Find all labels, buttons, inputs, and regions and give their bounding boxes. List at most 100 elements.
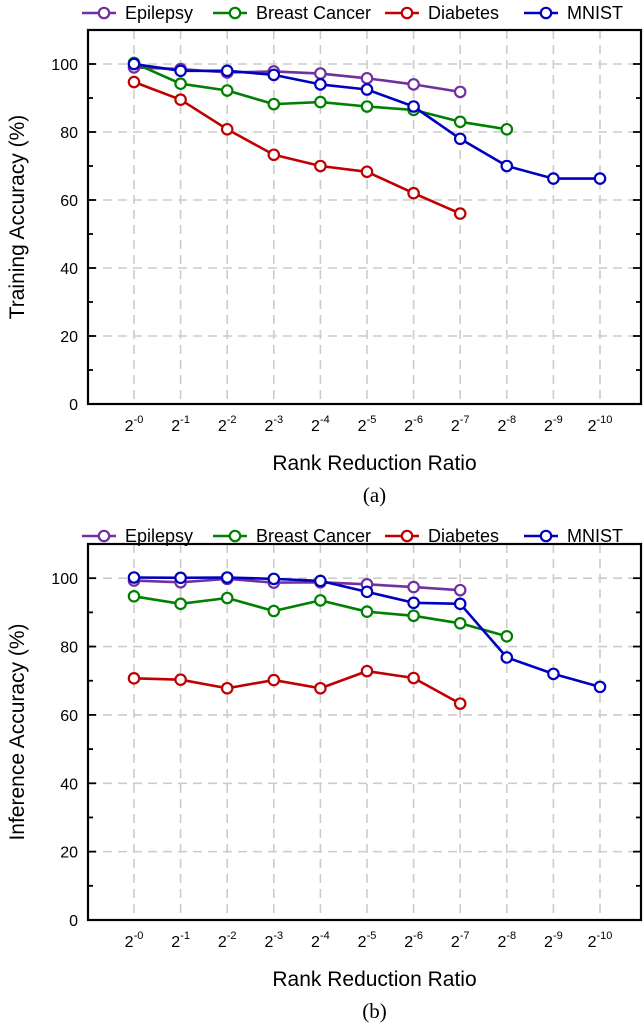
- y-tick-label: 80: [60, 125, 78, 142]
- series-diabetes: [127, 75, 467, 220]
- series-mnist: [127, 57, 607, 185]
- data-point: [453, 132, 467, 146]
- legend-item: Epilepsy: [82, 3, 193, 23]
- x-tick-label: 2-10: [588, 930, 613, 951]
- data-point: [220, 591, 234, 605]
- legend-marker: [539, 6, 553, 20]
- data-point: [407, 609, 420, 623]
- data-point: [267, 148, 281, 162]
- x-tick-label: 2-3: [264, 414, 283, 435]
- x-axis: 2-0 2-1 2-2 2-3 2-4 2-5 2-6 2-7 2-8 2-9 2-10: [125, 930, 613, 951]
- data-point: [593, 680, 607, 694]
- y-axis-label: Inference Accuracy (%): [6, 623, 29, 840]
- data-point: [174, 673, 187, 687]
- legend-item: Breast Cancer: [213, 3, 371, 23]
- data-point: [453, 697, 467, 710]
- data-point: [407, 78, 420, 91]
- data-point: [453, 583, 467, 597]
- plot-frame: [86, 28, 643, 406]
- data-point: [453, 207, 467, 220]
- legend-marker: [97, 529, 111, 543]
- data-point: [220, 571, 234, 584]
- data-point: [360, 83, 374, 96]
- x-tick-label: 2-3: [264, 930, 283, 951]
- data-point: [127, 571, 141, 584]
- data-point: [500, 159, 514, 173]
- data-point: [127, 75, 141, 89]
- data-point: [500, 629, 514, 643]
- data-point: [360, 605, 374, 618]
- legend: Epilepsy Breast Cancer Diabetes MNIST: [82, 3, 623, 23]
- x-axis-label: Rank Reduction Ratio: [272, 968, 476, 991]
- x-axis: 2-0 2-1 2-2 2-3 2-4 2-5 2-6 2-7 2-8 2-9 2-10: [125, 414, 613, 435]
- data-point: [220, 84, 234, 97]
- x-tick-label: 2-8: [497, 414, 516, 435]
- data-point: [174, 77, 187, 91]
- y-tick-label: 100: [51, 571, 78, 588]
- x-axis-label: Rank Reduction Ratio: [272, 452, 476, 475]
- x-tick-label: 2-6: [404, 930, 423, 951]
- y-axis-label: Training Accuracy (%): [6, 115, 29, 320]
- data-point: [174, 571, 187, 585]
- legend-label: Diabetes: [428, 3, 499, 23]
- x-tick-label: 2-4: [311, 414, 330, 435]
- data-point: [314, 594, 327, 607]
- series-breast-cancer: [127, 589, 514, 643]
- data-point: [174, 93, 187, 106]
- data-point: [267, 97, 281, 111]
- data-point: [407, 596, 420, 610]
- grid: [88, 544, 641, 920]
- data-point: [314, 95, 327, 109]
- x-tick-label: 2-5: [358, 414, 377, 435]
- x-tick-label: 2-4: [311, 930, 330, 951]
- data-point: [453, 115, 467, 129]
- data-point: [407, 100, 420, 113]
- data-point: [407, 580, 420, 594]
- data-point: [220, 681, 234, 695]
- y-tick-label: 40: [60, 261, 78, 278]
- data-point: [127, 672, 141, 685]
- data-point: [314, 78, 327, 91]
- x-tick-label: 2-1: [171, 414, 190, 435]
- figure-caption: (b): [362, 999, 387, 1023]
- x-tick-label: 2-0: [125, 930, 144, 951]
- data-point: [360, 71, 374, 85]
- x-tick-label: 2-9: [544, 414, 563, 435]
- x-tick-label: 2-1: [171, 930, 190, 951]
- legend-item: Diabetes: [385, 3, 499, 23]
- data-point: [360, 585, 374, 599]
- data-point: [593, 172, 607, 185]
- legend-label: Epilepsy: [125, 3, 193, 23]
- data-point: [220, 122, 234, 136]
- legend-item: Diabetes: [385, 526, 499, 546]
- data-point: [314, 159, 327, 173]
- legend-marker: [400, 6, 414, 20]
- data-point: [360, 165, 374, 179]
- legend-marker: [539, 529, 553, 543]
- legend-marker: [97, 6, 111, 20]
- plot-frame: [86, 542, 643, 922]
- x-tick-label: 2-7: [451, 930, 470, 951]
- data-point: [174, 64, 187, 78]
- data-point: [220, 64, 234, 78]
- data-point: [267, 604, 281, 618]
- series-mnist: [127, 571, 607, 694]
- data-point: [407, 186, 420, 200]
- series-diabetes: [127, 664, 467, 710]
- data-point: [360, 664, 374, 678]
- data-point: [314, 67, 327, 80]
- y-tick-label: 100: [51, 57, 78, 74]
- legend-marker: [228, 529, 242, 543]
- y-tick-label: 20: [60, 845, 78, 862]
- legend-item: Breast Cancer: [213, 526, 371, 546]
- x-tick-label: 2-2: [218, 930, 237, 951]
- legend-marker: [400, 529, 414, 543]
- data-point: [500, 122, 514, 136]
- data-point: [453, 597, 467, 611]
- data-point: [547, 667, 560, 681]
- data-point: [500, 651, 514, 664]
- y-tick-label: 0: [69, 397, 78, 414]
